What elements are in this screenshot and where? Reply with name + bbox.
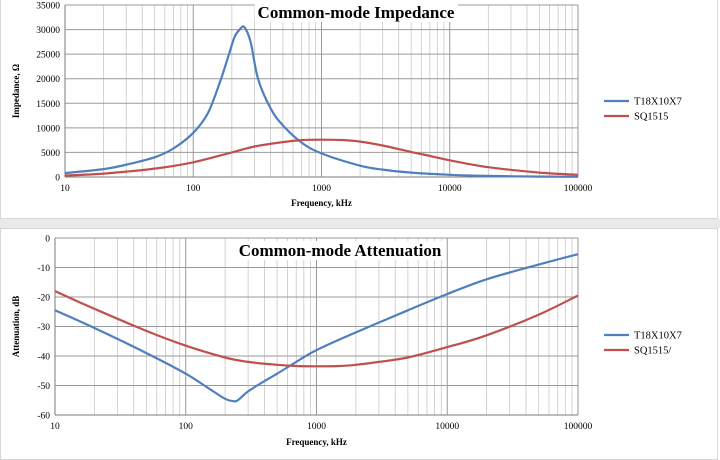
chart-title-background [254, 3, 458, 22]
impedance-chart-panel: 10 100 1000 10000 100000 0 5000 10000 15000 20000… [0, 0, 718, 219]
y-tick-label: -30 [37, 323, 50, 333]
y-tick-label: 0 [55, 174, 60, 184]
x-tick-label: 10000 [435, 422, 459, 432]
x-tick-label: 10 [50, 422, 60, 432]
y-tick-label: 10000 [36, 124, 60, 134]
chart-separator [0, 219, 720, 228]
legend-label-1: SQ1515/ [634, 346, 671, 357]
y-tick-label: -20 [37, 294, 50, 304]
series-line-1 [54, 290, 579, 368]
y-tick-label: 35000 [36, 2, 60, 12]
y-tick-label: -40 [37, 353, 50, 363]
y-tick-label: 5000 [41, 149, 60, 159]
y-tick-label: -60 [37, 412, 50, 422]
y-tick-label: 25000 [36, 51, 60, 61]
x-tick-label: 100000 [564, 422, 593, 432]
legend-label-1: SQ1515 [634, 112, 668, 123]
x-tick-label: 1000 [307, 422, 326, 432]
series-line-0 [64, 25, 579, 178]
gridlines [64, 4, 579, 178]
y-axis-label: Impedance, Ω [11, 64, 21, 118]
x-tick-label: 10 [60, 184, 70, 194]
legend-label-0: T18X10X7 [634, 331, 682, 342]
y-tick-label: 0 [45, 235, 50, 245]
y-tick-label: -50 [37, 382, 50, 392]
x-tick-label: 10000 [438, 184, 462, 194]
y-axis-label: Attenuation, dB [11, 296, 21, 358]
legend-label-0: T18X10X7 [634, 97, 682, 108]
x-tick-label: 1000 [312, 184, 331, 194]
x-tick-label: 100000 [564, 184, 593, 194]
chart-title: Common-mode Attenuation [239, 241, 442, 260]
attenuation-chart-panel: 10 100 1000 10000 100000 0 -10 -20 -30 -40 -50 -60 T… [0, 228, 718, 460]
impedance-chart: 10 100 1000 10000 100000 0 5000 10000 15000 20000… [11, 2, 682, 209]
gridlines [54, 237, 579, 416]
x-tick-label: 100 [186, 184, 201, 194]
series-line-0 [54, 253, 579, 403]
chart-title: Common-mode Impedance [258, 3, 455, 22]
series-line-1 [64, 138, 579, 177]
x-axis-label: Frequency, kHz [286, 437, 347, 447]
y-tick-label: 20000 [36, 75, 60, 85]
y-tick-label: 15000 [36, 100, 60, 110]
x-tick-label: 100 [179, 422, 194, 432]
attenuation-chart: 10 100 1000 10000 100000 0 -10 -20 -30 -40 -50 -60 T… [11, 235, 682, 448]
chart-title-background [235, 241, 445, 260]
y-tick-label: 30000 [36, 26, 60, 36]
x-axis-label: Frequency, kHz [291, 198, 352, 208]
y-tick-label: -10 [37, 264, 50, 274]
